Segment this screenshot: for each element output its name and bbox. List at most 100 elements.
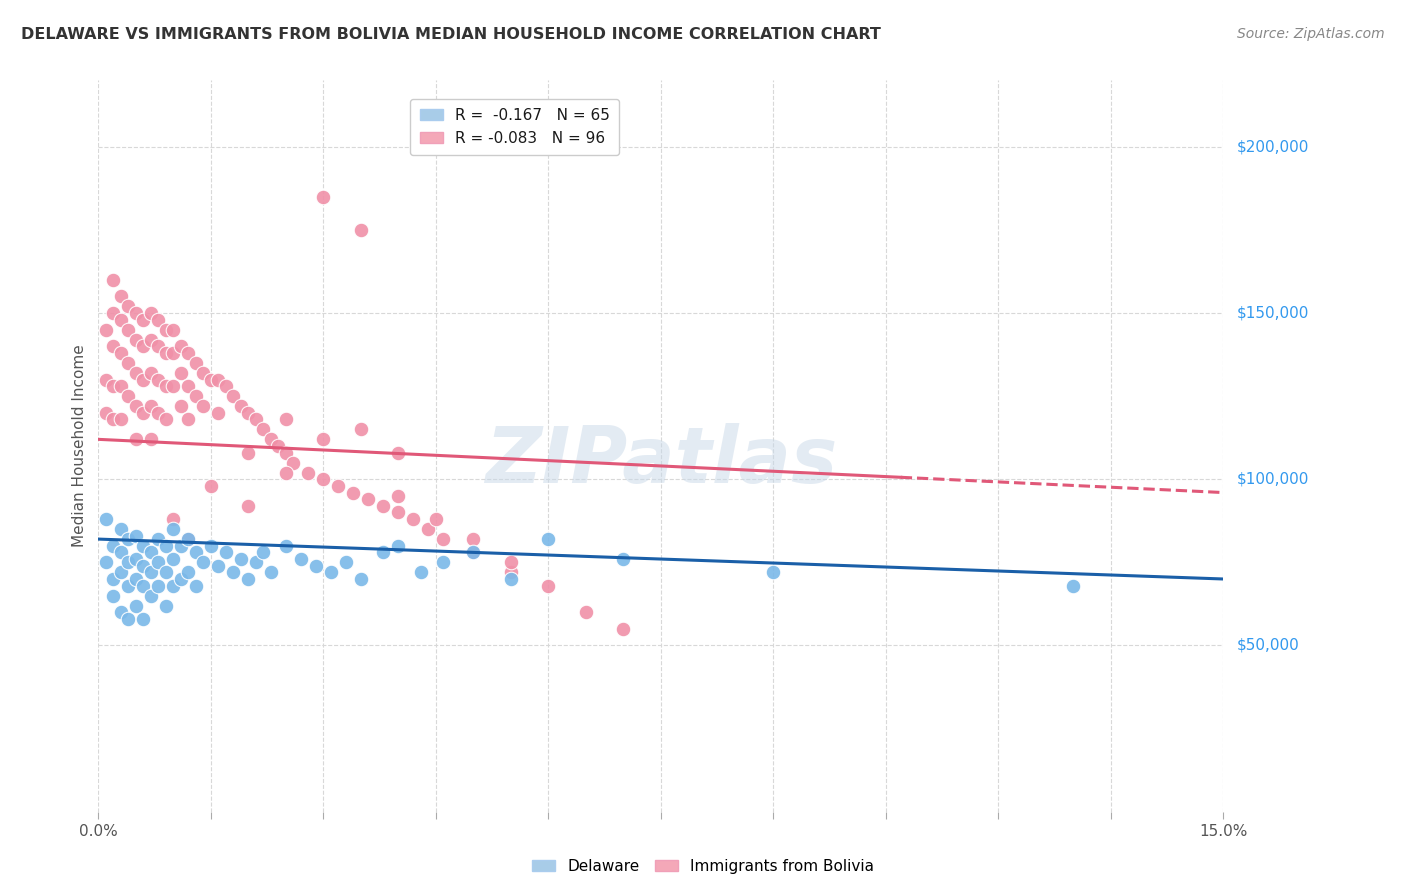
Point <box>148 579 170 593</box>
Point <box>125 552 148 566</box>
Point <box>425 512 447 526</box>
Point <box>463 545 485 559</box>
Text: $100,000: $100,000 <box>1237 472 1309 487</box>
Point <box>148 372 170 386</box>
Point <box>155 323 177 337</box>
Point <box>94 372 117 386</box>
Point <box>132 372 155 386</box>
Point <box>132 406 155 420</box>
Point <box>612 622 634 636</box>
Point <box>319 566 342 580</box>
Point <box>312 472 335 486</box>
Point <box>537 532 560 546</box>
Point <box>297 466 319 480</box>
Point <box>103 539 125 553</box>
Point <box>110 312 132 326</box>
Point <box>155 379 177 393</box>
Point <box>110 566 132 580</box>
Point <box>238 406 260 420</box>
Point <box>463 532 485 546</box>
Point <box>125 333 148 347</box>
Point <box>350 572 373 586</box>
Point <box>1062 579 1084 593</box>
Point <box>373 499 395 513</box>
Point <box>177 532 200 546</box>
Point <box>155 539 177 553</box>
Point <box>103 379 125 393</box>
Point <box>148 532 170 546</box>
Point <box>170 366 193 380</box>
Point <box>170 339 193 353</box>
Point <box>432 532 454 546</box>
Point <box>252 422 274 436</box>
Point <box>148 312 170 326</box>
Point <box>350 422 373 436</box>
Point <box>132 558 155 573</box>
Point <box>238 499 260 513</box>
Point <box>162 579 184 593</box>
Legend: R =  -0.167   N = 65, R = -0.083   N = 96: R = -0.167 N = 65, R = -0.083 N = 96 <box>411 99 619 155</box>
Point <box>207 406 229 420</box>
Point <box>132 612 155 626</box>
Point <box>387 445 409 459</box>
Point <box>274 539 297 553</box>
Point <box>207 558 229 573</box>
Point <box>110 522 132 536</box>
Point <box>132 579 155 593</box>
Point <box>177 566 200 580</box>
Point <box>260 433 283 447</box>
Point <box>312 189 335 203</box>
Point <box>155 412 177 426</box>
Point <box>162 323 184 337</box>
Point <box>215 379 238 393</box>
Point <box>117 555 139 569</box>
Point <box>103 339 125 353</box>
Text: Source: ZipAtlas.com: Source: ZipAtlas.com <box>1237 27 1385 41</box>
Point <box>103 412 125 426</box>
Point <box>139 306 162 320</box>
Point <box>499 555 522 569</box>
Point <box>612 552 634 566</box>
Point <box>162 552 184 566</box>
Point <box>117 612 139 626</box>
Point <box>125 433 148 447</box>
Point <box>139 399 162 413</box>
Point <box>215 545 238 559</box>
Point <box>222 389 245 403</box>
Point <box>148 339 170 353</box>
Point <box>177 379 200 393</box>
Point <box>463 545 485 559</box>
Point <box>125 572 148 586</box>
Point <box>432 555 454 569</box>
Legend: Delaware, Immigrants from Bolivia: Delaware, Immigrants from Bolivia <box>526 853 880 880</box>
Point <box>200 372 222 386</box>
Point <box>252 545 274 559</box>
Point <box>762 566 785 580</box>
Point <box>110 605 132 619</box>
Point <box>139 366 162 380</box>
Point <box>177 532 200 546</box>
Point <box>184 356 207 370</box>
Point <box>103 589 125 603</box>
Point <box>335 555 357 569</box>
Point <box>409 566 432 580</box>
Point <box>94 512 117 526</box>
Text: $150,000: $150,000 <box>1237 306 1309 320</box>
Point <box>110 545 132 559</box>
Point <box>94 555 117 569</box>
Point <box>373 545 395 559</box>
Point <box>575 605 598 619</box>
Text: ZIPatlas: ZIPatlas <box>485 423 837 499</box>
Point <box>387 539 409 553</box>
Point <box>155 346 177 360</box>
Point <box>162 379 184 393</box>
Point <box>110 346 132 360</box>
Point <box>387 506 409 520</box>
Point <box>125 306 148 320</box>
Point <box>387 489 409 503</box>
Point <box>193 399 215 413</box>
Point <box>499 572 522 586</box>
Point <box>162 522 184 536</box>
Point <box>200 539 222 553</box>
Point <box>170 399 193 413</box>
